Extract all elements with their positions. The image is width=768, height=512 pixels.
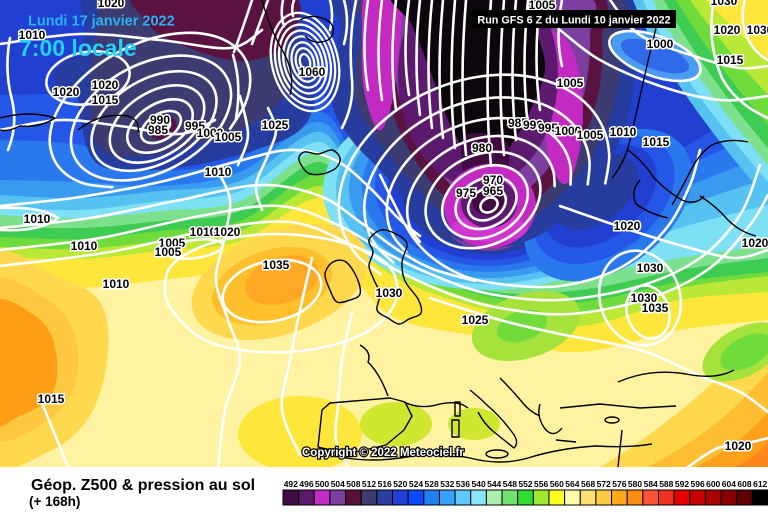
svg-text:1020: 1020 <box>725 439 752 453</box>
svg-text:604: 604 <box>722 479 736 489</box>
svg-text:1000: 1000 <box>197 126 224 140</box>
svg-text:1005: 1005 <box>159 236 186 250</box>
svg-text:532: 532 <box>440 479 454 489</box>
svg-text:985: 985 <box>148 123 168 137</box>
svg-text:Run GFS 6 Z du Lundi 10 janvie: Run GFS 6 Z du Lundi 10 janvier 2022 <box>477 15 670 27</box>
svg-text:1015: 1015 <box>717 53 744 67</box>
svg-text:520: 520 <box>393 479 407 489</box>
svg-text:1010: 1010 <box>103 277 130 291</box>
svg-text:548: 548 <box>503 479 517 489</box>
svg-text:560: 560 <box>550 479 564 489</box>
svg-text:1005: 1005 <box>557 76 584 90</box>
svg-text:608: 608 <box>737 479 751 489</box>
svg-text:584: 584 <box>644 479 658 489</box>
svg-text:985: 985 <box>508 116 528 130</box>
svg-text:1020: 1020 <box>614 219 641 233</box>
svg-text:528: 528 <box>425 479 439 489</box>
svg-text:1010: 1010 <box>190 225 217 239</box>
svg-text:1015: 1015 <box>38 392 65 406</box>
svg-text:Copyright © 2022 Meteociel.fr: Copyright © 2022 Meteociel.fr <box>302 447 464 459</box>
svg-text:572: 572 <box>597 479 611 489</box>
svg-text:1025: 1025 <box>462 313 489 327</box>
svg-text:556: 556 <box>534 479 548 489</box>
svg-text:990: 990 <box>150 113 170 127</box>
svg-text:1000: 1000 <box>647 37 674 51</box>
svg-text:1010: 1010 <box>19 28 46 42</box>
svg-text:524: 524 <box>409 479 423 489</box>
svg-text:995: 995 <box>185 119 205 133</box>
svg-text:500: 500 <box>315 479 329 489</box>
svg-text:568: 568 <box>581 479 595 489</box>
svg-text:970: 970 <box>483 173 503 187</box>
svg-text:576: 576 <box>612 479 626 489</box>
svg-text:1005: 1005 <box>155 245 182 259</box>
svg-text:564: 564 <box>565 479 579 489</box>
svg-text:1010: 1010 <box>24 212 51 226</box>
svg-text:1020: 1020 <box>214 225 241 239</box>
svg-text:980: 980 <box>472 141 492 155</box>
svg-text:1010: 1010 <box>610 125 637 139</box>
svg-text:588: 588 <box>659 479 673 489</box>
svg-text:592: 592 <box>675 479 689 489</box>
svg-text:544: 544 <box>487 479 501 489</box>
svg-text:600: 600 <box>706 479 720 489</box>
svg-text:1015: 1015 <box>92 93 119 107</box>
svg-text:516: 516 <box>378 479 392 489</box>
svg-text:1005: 1005 <box>577 128 604 142</box>
svg-text:Géop. Z500 & pression au sol: Géop. Z500 & pression au sol <box>31 477 255 494</box>
svg-text:552: 552 <box>518 479 532 489</box>
svg-text:975: 975 <box>456 186 476 200</box>
svg-text:540: 540 <box>472 479 486 489</box>
svg-text:1010: 1010 <box>71 239 98 253</box>
svg-text:(+ 168h): (+ 168h) <box>29 494 80 509</box>
svg-text:7:00 locale: 7:00 locale <box>19 35 137 61</box>
svg-text:1030: 1030 <box>747 23 768 37</box>
svg-text:1010: 1010 <box>205 165 232 179</box>
svg-text:512: 512 <box>362 479 376 489</box>
svg-text:1000: 1000 <box>555 124 582 138</box>
svg-text:536: 536 <box>456 479 470 489</box>
svg-text:504: 504 <box>331 479 345 489</box>
svg-text:1020: 1020 <box>714 23 741 37</box>
svg-text:1030: 1030 <box>711 0 738 8</box>
svg-text:1020: 1020 <box>92 78 119 92</box>
svg-text:596: 596 <box>691 479 705 489</box>
svg-text:492: 492 <box>284 479 298 489</box>
svg-text:1030: 1030 <box>637 261 664 275</box>
svg-text:990: 990 <box>523 118 543 132</box>
svg-text:580: 580 <box>628 479 642 489</box>
svg-text:1020: 1020 <box>53 85 80 99</box>
svg-text:612: 612 <box>753 479 767 489</box>
svg-text:Lundi 17 janvier 2022: Lundi 17 janvier 2022 <box>28 14 175 30</box>
svg-text:508: 508 <box>346 479 360 489</box>
svg-text:1030: 1030 <box>376 286 403 300</box>
svg-text:1025: 1025 <box>262 118 289 132</box>
svg-text:1060: 1060 <box>299 65 326 79</box>
svg-text:1015: 1015 <box>643 135 670 149</box>
svg-text:1030: 1030 <box>631 291 658 305</box>
svg-text:1005: 1005 <box>215 130 242 144</box>
svg-text:1035: 1035 <box>263 258 290 272</box>
svg-text:1035: 1035 <box>642 301 669 315</box>
svg-text:1020: 1020 <box>98 0 125 10</box>
svg-text:965: 965 <box>483 184 503 198</box>
svg-text:496: 496 <box>299 479 313 489</box>
svg-text:1020: 1020 <box>742 236 768 250</box>
svg-text:995: 995 <box>538 121 558 135</box>
